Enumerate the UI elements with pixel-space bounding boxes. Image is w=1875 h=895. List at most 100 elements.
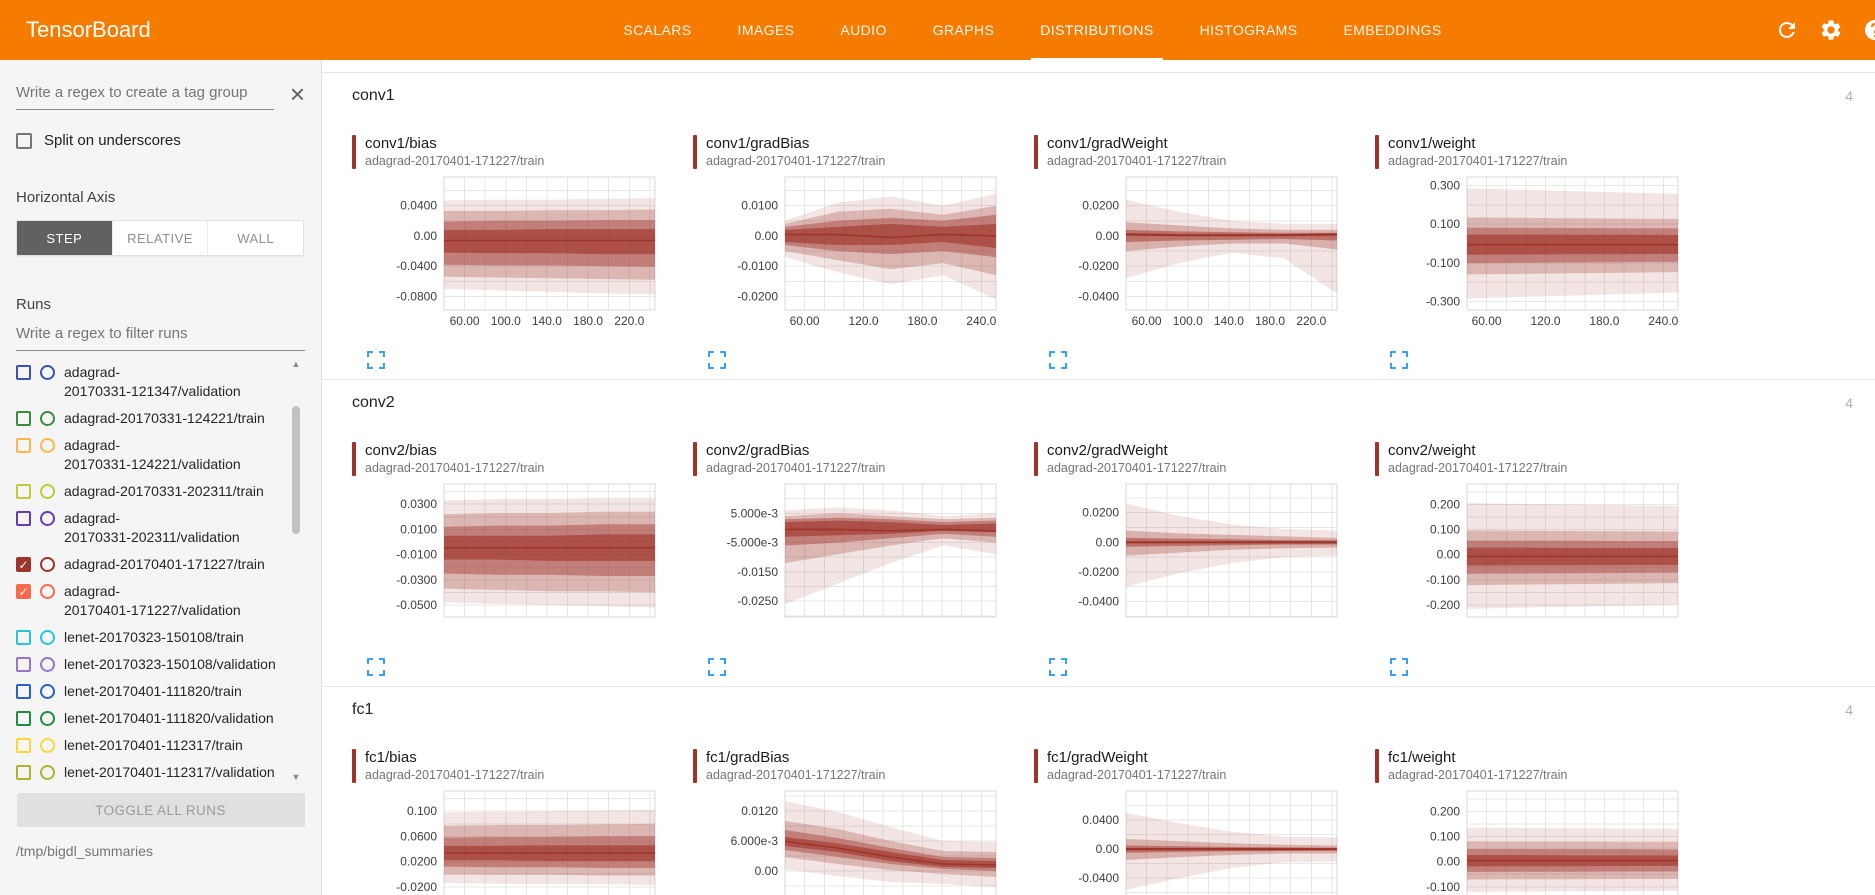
svg-text:-5.000e-3: -5.000e-3 — [727, 536, 779, 550]
expand-icon[interactable] — [1049, 658, 1067, 676]
run-checkbox[interactable] — [16, 365, 31, 380]
chart-header: fc1/gradWeight adagrad-20170401-171227/tr… — [1034, 749, 1375, 783]
run-checkbox[interactable] — [16, 630, 31, 645]
svg-text:-0.100: -0.100 — [1426, 256, 1460, 270]
expand-icon[interactable] — [1390, 351, 1408, 369]
scrollbar-thumb[interactable] — [292, 406, 300, 534]
svg-text:-0.300: -0.300 — [1426, 295, 1460, 309]
run-item[interactable]: adagrad-20170331-121347/validation — [16, 359, 283, 405]
section-conv1: conv1 4 conv1/bias adagrad-20170401-171227/… — [322, 72, 1875, 379]
chart-title: conv1/bias — [365, 135, 437, 152]
expand-icon[interactable] — [1390, 658, 1408, 676]
run-checkbox[interactable] — [16, 411, 31, 426]
chart-title: conv2/weight — [1388, 442, 1476, 459]
chart-title: conv1/gradBias — [706, 135, 810, 152]
scroll-up-icon[interactable]: ▲ — [291, 359, 301, 369]
run-item[interactable]: ✓ adagrad-20170401-171227/validation — [16, 578, 283, 624]
run-checkbox[interactable] — [16, 484, 31, 499]
svg-text:120.0: 120.0 — [848, 314, 878, 328]
settings-icon[interactable] — [1819, 18, 1843, 42]
svg-text:0.00: 0.00 — [1096, 535, 1120, 549]
axis-relative-button[interactable]: RELATIVE — [111, 221, 208, 255]
expand-icon[interactable] — [708, 351, 726, 369]
run-checkbox[interactable] — [16, 738, 31, 753]
section-title: conv2 — [352, 394, 395, 411]
split-underscores-label: Split on underscores — [44, 132, 181, 149]
split-underscores-checkbox[interactable]: Split on underscores — [16, 132, 305, 149]
distribution-plot: 5.000e-3 -5.000e-3 -0.0150 -0.0250 — [727, 483, 997, 618]
run-label: lenet-20170401-111820/validation — [64, 710, 274, 726]
run-item[interactable]: ✓ adagrad-20170401-171227/train — [16, 551, 283, 578]
run-checkbox[interactable] — [16, 684, 31, 699]
run-item[interactable]: lenet-20170323-150108/train — [16, 624, 283, 651]
expand-icon[interactable] — [367, 351, 385, 369]
run-color-bar — [693, 442, 697, 476]
run-item[interactable]: lenet-20170401-111820/train — [16, 678, 283, 705]
run-color-bar — [1375, 749, 1379, 783]
run-item[interactable]: lenet-20170323-150108/validation — [16, 651, 283, 678]
tag-regex-input[interactable] — [16, 78, 274, 110]
runs-scrollbar[interactable]: ▲ ▼ — [289, 359, 303, 783]
help-icon[interactable] — [1863, 18, 1875, 42]
chart-title: fc1/gradWeight — [1047, 749, 1148, 766]
run-checkbox[interactable]: ✓ — [16, 557, 31, 572]
chart-card: conv1/weight adagrad-20170401-171227/trai… — [1375, 121, 1716, 369]
svg-text:-0.0400: -0.0400 — [1078, 871, 1119, 885]
scroll-down-icon[interactable]: ▼ — [291, 772, 301, 782]
svg-text:0.100: 0.100 — [1430, 523, 1460, 537]
section-header[interactable]: conv1 4 — [322, 73, 1875, 119]
run-item[interactable]: lenet-20170401-112317/train — [16, 732, 283, 759]
run-regex-input[interactable] — [16, 319, 305, 351]
run-checkbox[interactable] — [16, 657, 31, 672]
tab-scalars[interactable]: SCALARS — [623, 22, 692, 38]
svg-text:-0.0200: -0.0200 — [1078, 565, 1119, 579]
section-header[interactable]: fc1 4 — [322, 687, 1875, 733]
runs-list: adagrad-20170331-121347/validation adagra… — [16, 359, 283, 783]
run-item[interactable]: lenet-20170401-112317/validation — [16, 759, 283, 783]
toggle-all-runs-button[interactable]: TOGGLE ALL RUNS — [16, 793, 305, 827]
run-checkbox[interactable] — [16, 711, 31, 726]
run-checkbox[interactable] — [16, 765, 31, 780]
expand-icon[interactable] — [708, 658, 726, 676]
svg-text:5.000e-3: 5.000e-3 — [731, 506, 779, 520]
run-item[interactable]: adagrad-20170331-202311/validation — [16, 505, 283, 551]
chart-card: fc1/weight adagrad-20170401-171227/train 0… — [1375, 735, 1716, 895]
axis-wall-button[interactable]: WALL — [207, 221, 303, 255]
refresh-icon[interactable] — [1775, 18, 1799, 42]
axis-step-button[interactable]: STEP — [17, 221, 112, 255]
tab-images[interactable]: IMAGES — [737, 22, 795, 38]
chart-title: conv2/gradWeight — [1047, 442, 1168, 459]
run-checkbox[interactable] — [16, 438, 31, 453]
run-item[interactable]: adagrad-20170331-202311/train — [16, 478, 283, 505]
svg-text:-0.0200: -0.0200 — [396, 880, 437, 894]
tab-embeddings[interactable]: EMBEDDINGS — [1343, 22, 1442, 38]
svg-text:0.00: 0.00 — [1096, 229, 1120, 243]
close-icon[interactable]: × — [289, 79, 305, 109]
run-item[interactable]: adagrad-20170331-124221/train — [16, 405, 283, 432]
svg-text:-0.0800: -0.0800 — [396, 289, 437, 303]
run-checkbox[interactable]: ✓ — [16, 584, 31, 599]
svg-text:60.00: 60.00 — [1472, 314, 1502, 328]
chart-run-label: adagrad-20170401-171227/train — [1388, 154, 1568, 168]
chart-run-label: adagrad-20170401-171227/train — [1388, 461, 1568, 475]
scrollbar-track[interactable] — [289, 370, 303, 772]
run-item[interactable]: lenet-20170401-111820/validation — [16, 705, 283, 732]
chart-title: conv1/gradWeight — [1047, 135, 1168, 152]
section-header[interactable]: conv2 4 — [322, 380, 1875, 426]
tab-audio[interactable]: AUDIO — [840, 22, 887, 38]
expand-icon[interactable] — [367, 658, 385, 676]
checkbox-icon[interactable] — [16, 132, 32, 149]
expand-icon[interactable] — [1049, 351, 1067, 369]
chart-card: conv2/bias adagrad-20170401-171227/train 0… — [352, 428, 693, 676]
tab-histograms[interactable]: HISTOGRAMS — [1199, 22, 1298, 38]
chart-title: conv1/weight — [1388, 135, 1476, 152]
run-color-bar — [693, 135, 697, 169]
chart-title: conv2/gradBias — [706, 442, 810, 459]
tab-distributions[interactable]: DISTRIBUTIONS — [1017, 0, 1176, 60]
svg-text:-0.0500: -0.0500 — [396, 598, 437, 612]
tab-graphs[interactable]: GRAPHS — [932, 22, 995, 38]
run-color-circle — [40, 411, 55, 426]
distribution-plot: 0.0200 0.00 -0.0200 -0.0400 — [1078, 483, 1338, 618]
run-checkbox[interactable] — [16, 511, 31, 526]
run-item[interactable]: adagrad-20170331-124221/validation — [16, 432, 283, 478]
